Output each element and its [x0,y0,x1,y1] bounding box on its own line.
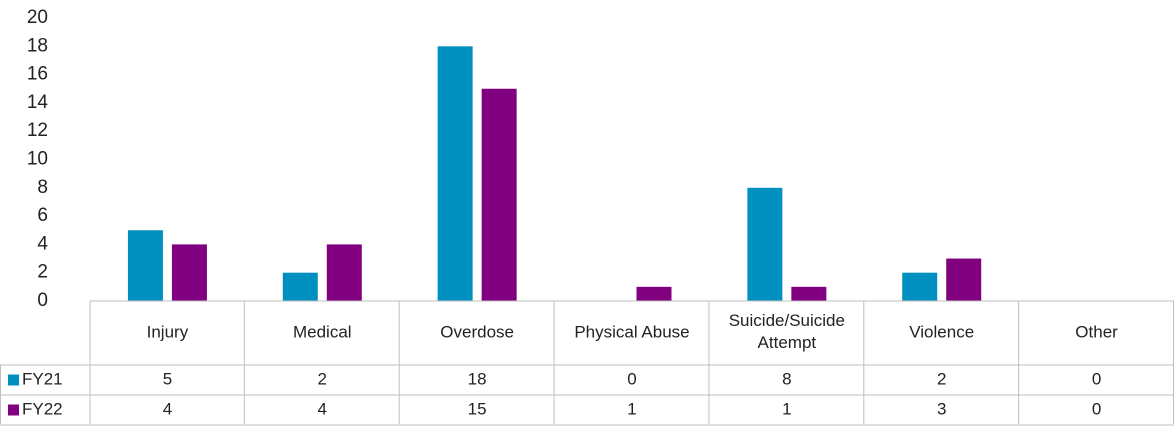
y-tick-label: 10 [27,149,48,170]
table-value: 15 [468,399,487,418]
table-value: 3 [937,399,946,418]
table-value: 0 [627,369,636,388]
bar [127,230,163,301]
x-tick-label: Suicide/Suicide Attempt [729,311,845,352]
x-tick-label: Physical Abuse [574,322,689,341]
table-value: 0 [1092,369,1101,388]
table-value: 1 [782,399,791,418]
y-tick-label: 8 [37,177,48,198]
bar [437,46,473,301]
bar [902,272,938,301]
y-tick-label: 6 [37,205,48,226]
table-value: 0 [1092,399,1101,418]
x-tick-label: Violence [909,322,974,341]
bar [282,272,318,301]
y-tick-label: 14 [27,92,49,113]
y-tick-label: 16 [27,64,48,85]
bar [747,187,783,301]
bar [326,244,362,301]
y-tick-label: 12 [27,120,48,141]
y-tick-label: 4 [37,233,48,254]
table-value: 18 [468,369,487,388]
legend-swatch [8,374,19,386]
y-tick-label: 0 [37,290,48,311]
bar [171,244,207,301]
legend-label: FY21 [22,369,63,388]
table-value: 8 [782,369,791,388]
table-value: 1 [627,399,636,418]
legend-swatch [8,404,19,416]
y-tick-label: 20 [27,7,48,28]
bar [791,286,827,301]
x-tick-label: Other [1075,322,1118,341]
y-tick-label: 18 [27,35,48,56]
table-value: 2 [937,369,946,388]
bar [481,88,517,301]
x-tick-label: Injury [147,322,189,341]
table-value: 4 [163,399,172,418]
legend-label: FY22 [22,399,63,418]
table-value: 2 [318,369,327,388]
table-value: 5 [163,369,172,388]
bar [636,286,672,301]
y-tick-label: 2 [37,262,48,283]
bar [946,258,982,301]
x-tick-label: Overdose [440,322,514,341]
x-tick-label: Medical [293,322,352,341]
table-value: 4 [318,399,327,418]
